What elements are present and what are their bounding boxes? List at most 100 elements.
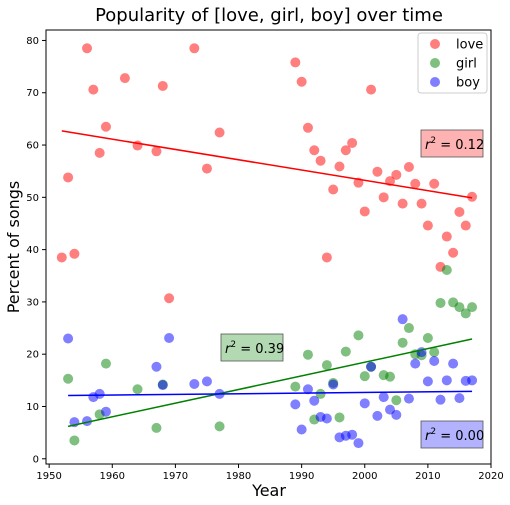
point-boy [378,392,389,403]
point-boy [372,410,383,421]
point-boy [164,332,175,343]
legend-label-boy: boy [456,76,480,91]
r2-value-boy: 0.00 [455,429,484,444]
point-love [82,43,93,54]
r2-label-girl: r2 = 0.39 [225,340,284,357]
point-boy [328,379,339,390]
point-girl [441,265,452,276]
r2-value-love: 0.12 [455,138,484,153]
point-girl [454,302,465,313]
point-girl [315,388,326,399]
point-girl [397,337,408,348]
point-love [441,231,452,242]
x-tick-label: 1980 [226,471,251,482]
point-girl [100,358,111,369]
point-boy [189,378,200,389]
point-love [334,161,345,172]
point-love [201,163,212,174]
point-boy [201,376,212,387]
plot-frame [45,29,492,465]
point-girl [151,422,162,433]
point-boy [63,333,74,344]
legend-marker-girl [430,58,440,68]
point-love [391,169,402,180]
point-boy [157,380,168,391]
point-boy [467,375,478,386]
y-tick-label: 80 [26,36,39,47]
point-love [100,121,111,132]
point-boy [435,394,446,405]
x-tick-label: 1990 [289,471,314,482]
point-boy [100,406,111,417]
x-tick-label: 2020 [478,471,503,482]
point-girl [391,395,402,406]
point-boy [441,375,452,386]
point-boy [448,358,459,369]
point-love [403,161,414,172]
point-girl [353,330,364,341]
y-tick-label: 10 [26,402,39,413]
point-love [164,293,175,304]
point-love [410,178,421,189]
point-love [340,145,351,156]
y-tick-label: 20 [26,350,39,361]
point-boy [454,393,465,404]
point-boy [151,361,162,372]
point-love [309,145,320,156]
point-love [467,191,478,202]
legend-label-girl: girl [456,57,477,72]
point-boy [321,413,332,424]
point-love [448,247,459,258]
point-love [397,198,408,209]
r2-box-boy [420,420,484,449]
point-love [422,220,433,231]
point-boy [94,388,105,399]
point-love [372,166,383,177]
point-love [63,172,74,183]
legend-marker-love [430,39,440,49]
trendline-girl [67,338,473,428]
point-boy [347,429,358,440]
y-tick-label: 40 [26,245,39,256]
trendline-boy [68,390,473,397]
x-tick-label: 1950 [36,471,61,482]
point-girl [467,302,478,313]
point-love [69,248,80,259]
point-love [359,206,370,217]
point-love [214,127,225,138]
point-girl [214,421,225,432]
point-girl [359,371,370,382]
point-love [157,80,168,91]
y-tick-label: 70 [26,88,39,99]
point-boy [403,393,414,404]
point-love [88,84,99,95]
legend: love girl boy [417,32,488,94]
y-tick-label: 60 [26,141,39,152]
point-love [296,76,307,87]
y-tick-label: 0 [33,454,39,465]
r2-box-love [420,129,484,158]
y-tick-label: 30 [26,297,39,308]
point-love [328,184,339,195]
point-girl [132,384,143,395]
point-love [416,198,427,209]
point-love [378,192,389,203]
r2-box-girl [220,333,284,362]
point-love [94,147,105,158]
x-tick-label: 2000 [352,471,377,482]
point-love [189,43,200,54]
chart-title: Popularity of [love, girl, boy] over tim… [95,5,443,26]
point-girl [63,373,74,384]
point-love [429,178,440,189]
point-boy [82,416,93,427]
point-girl [321,360,332,371]
point-girl [69,435,80,446]
point-boy [366,361,377,372]
point-girl [334,412,345,423]
legend-marker-boy [430,77,440,87]
point-love [321,252,332,263]
point-girl [435,297,446,308]
point-love [454,206,465,217]
point-girl [429,347,440,358]
